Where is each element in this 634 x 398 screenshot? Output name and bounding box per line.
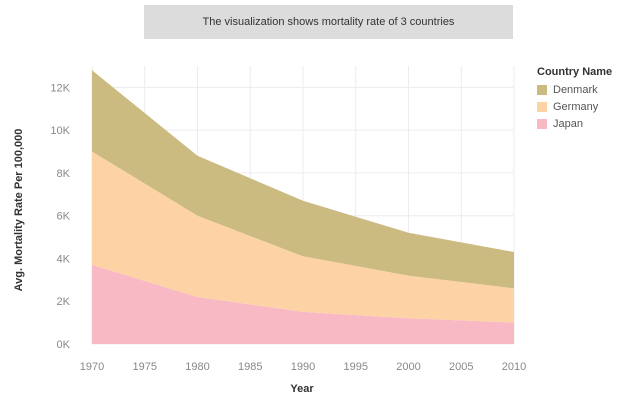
legend-swatch bbox=[537, 101, 547, 112]
x-tick-label: 1985 bbox=[238, 361, 262, 373]
legend-label: Japan bbox=[553, 117, 583, 130]
x-tick-label: 2000 bbox=[396, 361, 420, 373]
area-series bbox=[92, 70, 514, 344]
legend-label: Denmark bbox=[553, 83, 598, 96]
x-tick-label: 1980 bbox=[185, 361, 209, 373]
area-japan bbox=[92, 264, 514, 344]
y-tick-label: 10K bbox=[50, 125, 70, 137]
y-tick-label: 0K bbox=[57, 339, 71, 351]
x-tick-label: 1970 bbox=[80, 361, 104, 373]
y-axis-title: Avg. Mortality Rate Per 100,000 bbox=[13, 129, 25, 292]
y-tick-label: 12K bbox=[50, 82, 70, 94]
legend-item-germany[interactable]: Germany bbox=[537, 98, 612, 115]
x-tick-label: 1975 bbox=[133, 361, 157, 373]
legend-swatch bbox=[537, 118, 547, 129]
y-tick-labels: 0K 2K 4K 6K 8K 10K 12K bbox=[50, 82, 70, 351]
legend-item-japan[interactable]: Japan bbox=[537, 115, 612, 132]
y-tick-label: 6K bbox=[57, 211, 71, 223]
chart-title: The visualization shows mortality rate o… bbox=[202, 16, 455, 28]
y-tick-label: 8K bbox=[57, 168, 71, 180]
legend-title: Country Name bbox=[537, 66, 613, 78]
chart-title-box: The visualization shows mortality rate o… bbox=[144, 5, 513, 39]
legend: Country Name Denmark Germany Japan bbox=[537, 66, 612, 132]
x-tick-labels: 1970 1975 1980 1985 1990 1995 2000 2005 2010 bbox=[80, 361, 526, 373]
legend-items: Denmark Germany Japan bbox=[537, 81, 612, 132]
x-tick-label: 1990 bbox=[291, 361, 315, 373]
x-tick-label: 2010 bbox=[502, 361, 526, 373]
x-tick-label: 1995 bbox=[344, 361, 368, 373]
y-tick-label: 4K bbox=[57, 253, 71, 265]
legend-swatch bbox=[537, 84, 547, 95]
legend-item-denmark[interactable]: Denmark bbox=[537, 81, 612, 98]
area-denmark bbox=[92, 70, 514, 289]
legend-label: Germany bbox=[553, 100, 599, 113]
area-germany bbox=[92, 151, 514, 323]
x-tick-label: 2005 bbox=[449, 361, 473, 373]
y-tick-label: 2K bbox=[57, 296, 71, 308]
x-axis-title: Year bbox=[290, 383, 314, 395]
